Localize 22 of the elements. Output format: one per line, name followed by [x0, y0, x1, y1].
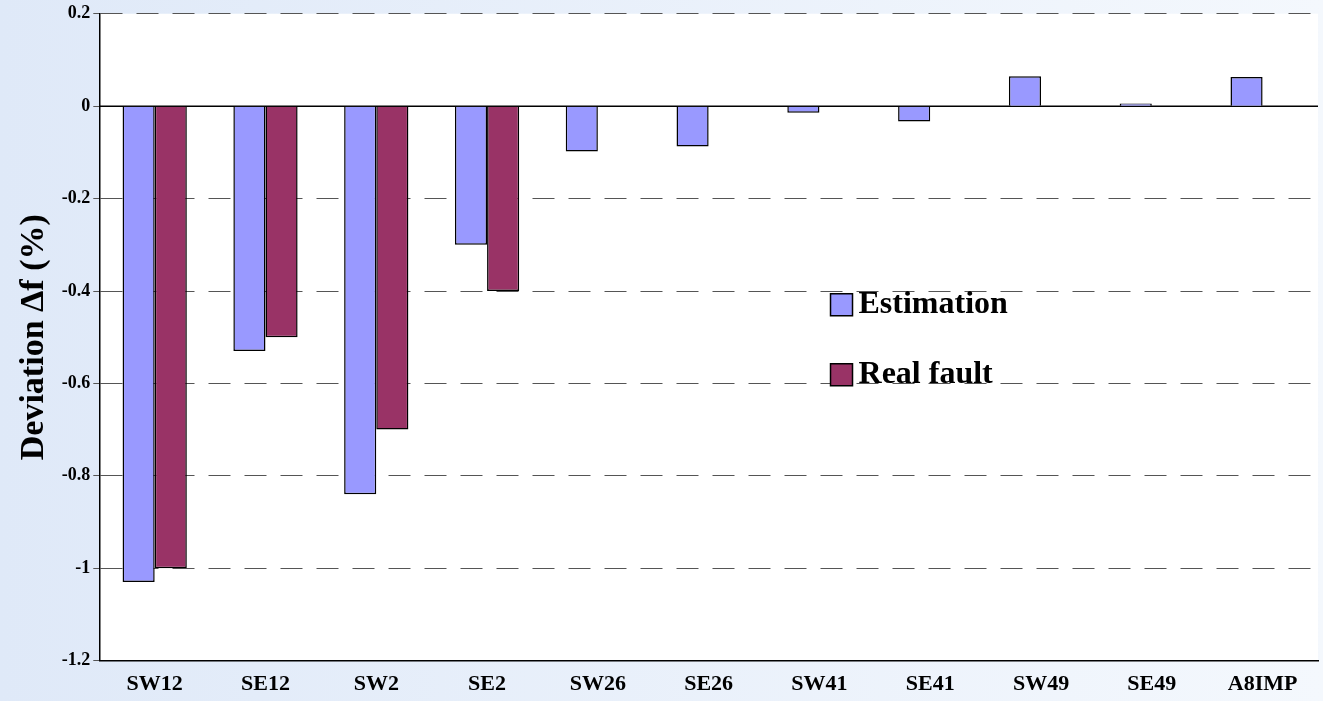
x-tick-label: SW2: [353, 670, 399, 696]
x-tick-label: SW12: [126, 670, 183, 696]
x-tick-label: SW26: [569, 670, 626, 696]
x-tick-label: SE2: [468, 670, 507, 696]
y-tick-label: -1: [75, 556, 91, 577]
y-axis-title: Deviation Δf (%): [13, 214, 52, 461]
y-tick-label: 0: [81, 94, 91, 115]
x-tick-label: SE49: [1127, 670, 1177, 696]
legend-label: Real fault: [858, 354, 994, 391]
x-tick-label: SE12: [241, 670, 290, 696]
y-tick-label: -0.6: [61, 372, 91, 393]
x-tick-label: A8IMP: [1227, 670, 1298, 696]
y-tick-label: -0.2: [61, 187, 91, 208]
y-tick-label: -0.4: [61, 279, 91, 300]
x-tick-label: SW41: [791, 670, 848, 696]
x-tick-label: SE26: [684, 670, 734, 696]
y-tick-label: -0.8: [61, 464, 91, 485]
x-tick-label: SW49: [1012, 670, 1070, 696]
legend-label: Estimation: [858, 284, 1009, 321]
y-tick-label: -1.2: [61, 649, 91, 670]
y-tick-label: 0.2: [67, 2, 91, 23]
x-tick-label: SE41: [905, 670, 955, 696]
